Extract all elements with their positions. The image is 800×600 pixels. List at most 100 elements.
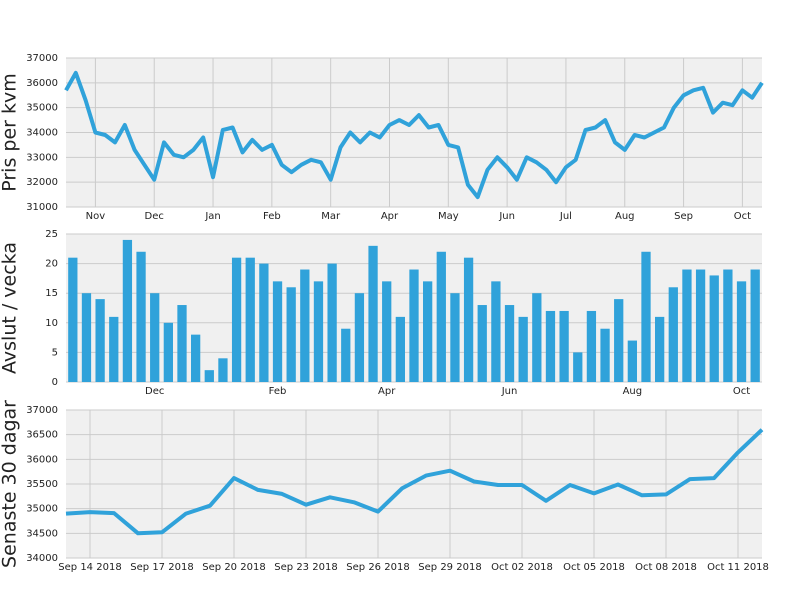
bar [641,251,651,382]
y-tick-label: 35000 [26,103,58,114]
y-tick-label: 20 [45,259,58,270]
bar [477,305,487,382]
x-tick-label: Apr [381,211,399,222]
bar [736,281,747,382]
bar [136,251,146,382]
bar [545,310,556,382]
bar [368,245,378,382]
bar [218,358,228,382]
subplot: 31000 32000 33000 34000 35000 36000 37000 Nov De… [0,53,764,222]
y-tick-label: 0 [52,377,58,388]
x-tick-label: Jun [498,211,515,222]
y-axis-label: Pris per kvm [0,73,21,192]
y-tick-label: 15 [45,288,58,299]
bar [81,293,92,382]
bar [191,334,201,382]
bar [68,257,78,382]
y-tick-label: 33000 [26,152,58,163]
bar [163,322,173,382]
x-tick-label: May [438,211,459,222]
y-tick-label: 10 [45,318,58,329]
y-tick-label: 36000 [26,78,58,89]
x-tick-label: Oct 11 2018 [707,562,769,573]
bar [750,269,760,382]
y-tick-label: 37000 [26,53,58,64]
x-tick-label: Oct [734,211,751,222]
bar [709,275,719,382]
bar [532,293,542,382]
bar [327,263,337,382]
subplot: 34000 34500 35000 35500 36000 36500 37000 Sep 1… [0,400,769,573]
bar [491,281,501,382]
y-tick-label: 5 [52,347,58,358]
bar [286,287,296,382]
bar [95,299,105,382]
bar [259,263,269,382]
x-tick-label: Oct 08 2018 [635,562,697,573]
bar [122,239,133,382]
x-tick-label: Aug [615,211,635,222]
y-tick-label: 36500 [26,430,58,441]
bar [409,269,419,382]
bar [450,293,460,382]
bar [204,370,214,382]
bar [573,352,583,382]
bar [395,316,405,382]
bar [614,299,624,382]
bar [463,257,474,382]
y-tick-label: 34000 [26,553,58,564]
x-tick-label: Sep 23 2018 [274,562,337,573]
bar [627,340,637,382]
y-tick-label: 35000 [26,504,58,515]
y-tick-label: 37000 [26,405,58,416]
bar [423,281,433,382]
bar [600,328,610,382]
x-tick-label: Oct 02 2018 [491,562,553,573]
bar [559,310,569,382]
line [65,428,764,536]
bar [436,251,446,382]
x-tick-label: Jul [559,211,572,222]
x-tick-label: Sep 14 2018 [58,562,121,573]
y-axis-label: Senaste 30 dagar [0,400,21,568]
x-tick-label: Sep 17 2018 [130,562,193,573]
y-tick-label: 35500 [26,479,58,490]
x-tick-label: Jan [204,211,220,222]
x-tick-label: Sep 20 2018 [202,562,265,573]
y-tick-label: 34500 [26,528,58,539]
subplot: 0 5 10 15 20 25 Dec Feb Apr Jun Aug Oct Avslut / vec… [0,229,762,397]
bar [313,281,324,382]
bar [382,281,392,382]
bar [245,257,255,382]
x-tick-label: Dec [145,211,164,222]
x-tick-label: Feb [269,386,287,397]
bar [177,305,187,382]
x-tick-label: Nov [86,211,106,222]
line [64,70,764,200]
x-tick-label: Oct [733,386,750,397]
bar [695,269,706,382]
y-tick-label: 32000 [26,177,58,188]
bar [231,257,242,382]
bar [354,293,365,382]
bar [150,293,160,382]
x-tick-label: Dec [145,386,164,397]
y-tick-label: 36000 [26,454,58,465]
bar [586,310,597,382]
bar [655,316,665,382]
y-tick-label: 31000 [26,202,58,213]
bar [341,328,351,382]
x-tick-label: Apr [378,386,396,397]
y-axis-label: Avslut / vecka [0,242,21,374]
x-tick-label: Sep [674,211,693,222]
x-tick-label: Jun [501,386,518,397]
y-tick-label: 34000 [26,128,58,139]
bar [518,316,528,382]
bar [300,269,310,382]
bar [272,281,283,382]
x-tick-label: Sep 29 2018 [418,562,481,573]
x-tick-label: Sep 26 2018 [346,562,409,573]
bar [682,269,692,382]
x-tick-label: Oct 05 2018 [563,562,625,573]
